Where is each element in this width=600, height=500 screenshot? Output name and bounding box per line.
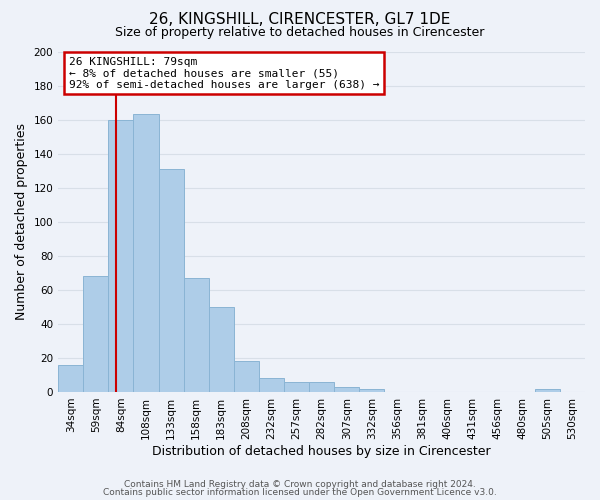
Bar	[535, 388, 560, 392]
Bar	[309, 382, 334, 392]
Text: Size of property relative to detached houses in Cirencester: Size of property relative to detached ho…	[115, 26, 485, 39]
Text: Contains public sector information licensed under the Open Government Licence v3: Contains public sector information licen…	[103, 488, 497, 497]
Bar	[259, 378, 284, 392]
Bar	[184, 278, 209, 392]
Bar	[83, 276, 109, 392]
Text: 26, KINGSHILL, CIRENCESTER, GL7 1DE: 26, KINGSHILL, CIRENCESTER, GL7 1DE	[149, 12, 451, 28]
Y-axis label: Number of detached properties: Number of detached properties	[15, 123, 28, 320]
Bar	[158, 169, 184, 392]
Bar	[334, 387, 359, 392]
Bar	[359, 388, 385, 392]
Bar	[133, 114, 158, 392]
Bar	[284, 382, 309, 392]
Bar	[234, 362, 259, 392]
Bar	[109, 120, 133, 392]
Text: 26 KINGSHILL: 79sqm
← 8% of detached houses are smaller (55)
92% of semi-detache: 26 KINGSHILL: 79sqm ← 8% of detached hou…	[69, 56, 379, 90]
Bar	[209, 307, 234, 392]
X-axis label: Distribution of detached houses by size in Cirencester: Distribution of detached houses by size …	[152, 444, 491, 458]
Text: Contains HM Land Registry data © Crown copyright and database right 2024.: Contains HM Land Registry data © Crown c…	[124, 480, 476, 489]
Bar	[58, 364, 83, 392]
